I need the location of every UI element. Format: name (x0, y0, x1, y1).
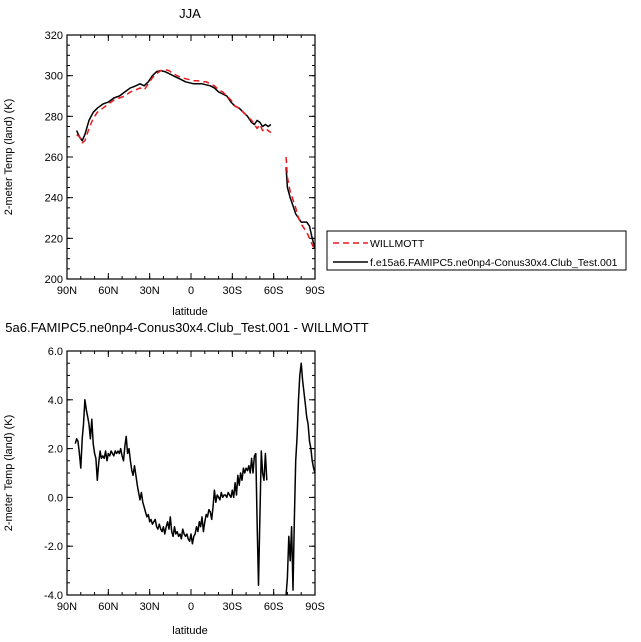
x-tick-label: 90S (305, 285, 325, 297)
x-tick-label: 90S (305, 601, 325, 613)
x-tick-label: 30N (140, 601, 160, 613)
y-tick-label: 0.0 (48, 492, 63, 504)
x-tick-label: 0 (188, 285, 194, 297)
y-tick-label: 2.0 (48, 444, 63, 456)
legend: WILLMOTT f.e15a6.FAMIPC5.ne0np4-Conus30x… (326, 230, 627, 271)
x-tick-label: 30N (140, 285, 160, 297)
series-line-willmott-seg1 (285, 156, 316, 251)
plot-frame (66, 34, 316, 280)
chart-difference: 5a6.FAMIPC5.ne0np4-Conus30x4.Club_Test.0… (3, 320, 369, 637)
legend-box (326, 230, 627, 271)
chart-title: JJA (179, 6, 201, 21)
y-tick-label: -4.0 (44, 590, 63, 602)
y-tick-label: 260 (45, 152, 63, 164)
series-line-willmott-seg0 (76, 68, 272, 144)
x-tick-label: 0 (188, 601, 194, 613)
x-tick-label: 90N (57, 285, 77, 297)
series-group (75, 68, 316, 251)
y-tick-label: 300 (45, 71, 63, 83)
x-tick-label: 30S (223, 601, 243, 613)
y-tick-label: 320 (45, 30, 63, 42)
series-line-difference-seg0 (74, 399, 268, 586)
y-tick-label: 220 (45, 233, 63, 245)
y-tick-label: -2.0 (44, 541, 63, 553)
series-line-f-e15a6-famipc5-ne0n-seg1 (285, 167, 316, 249)
series-line-f-e15a6-famipc5-ne0n-seg0 (75, 69, 272, 142)
x-tick-label: 30S (223, 285, 243, 297)
y-tick-label: 240 (45, 193, 63, 205)
series-line-difference-seg1 (285, 362, 316, 596)
plot-frame (66, 350, 316, 596)
chart-jja-temperature: JJA 90N 60N 30N 0 30S 60S 90S 200 220 240 260 280 30… (3, 6, 627, 318)
y-tick-label: 6.0 (48, 346, 63, 358)
series-group (74, 362, 316, 596)
x-tick-label: 60N (98, 285, 118, 297)
x-tick-label: 90N (57, 601, 77, 613)
x-axis-label: latitude (172, 625, 207, 637)
y-tick-label: 4.0 (48, 395, 63, 407)
legend-label-model: f.e15a6.FAMIPC5.ne0np4-Conus30x4.Club_Te… (370, 257, 618, 269)
x-tick-label: 60S (264, 601, 284, 613)
y-axis-label: 2-meter Temp (land) (K) (3, 99, 15, 216)
legend-label-willmott: WILLMOTT (370, 238, 425, 250)
chart-title: 5a6.FAMIPC5.ne0np4-Conus30x4.Club_Test.0… (5, 320, 369, 335)
y-axis-label: 2-meter Temp (land) (K) (3, 415, 15, 532)
x-axis-label: latitude (172, 306, 207, 318)
x-tick-label: 60N (98, 601, 118, 613)
x-tick-label: 60S (264, 285, 284, 297)
y-tick-label: 200 (45, 274, 63, 286)
tick-group: 90N 60N 30N 0 30S 60S 90S 200 220 240 260 280 300 320 (45, 30, 325, 297)
y-tick-label: 280 (45, 111, 63, 123)
tick-group: 90N 60N 30N 0 30S 60S 90S -4.0 -2.0 0.0 2.0 4.0 6.0 (44, 346, 325, 613)
